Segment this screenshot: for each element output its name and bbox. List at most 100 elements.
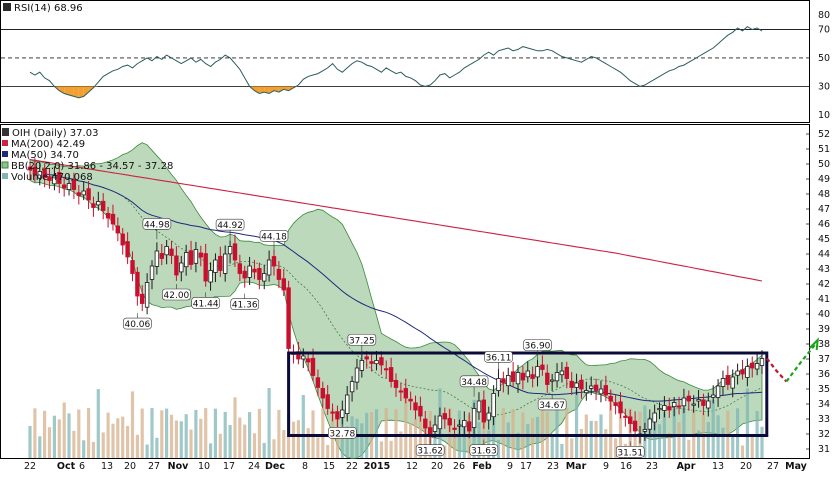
volume-bar	[682, 408, 686, 458]
candle-body	[320, 387, 325, 399]
volume-bar	[404, 393, 408, 458]
y-tick-label: 45	[818, 234, 830, 245]
volume-bar	[145, 444, 149, 458]
x-tick-label: Mar	[566, 461, 587, 472]
volume-bar	[550, 434, 554, 458]
candle-body	[179, 262, 184, 273]
candle-body	[603, 385, 608, 396]
volume-bar	[52, 415, 56, 458]
volume-bar	[160, 410, 164, 458]
candle-body	[325, 394, 330, 409]
volume-bar	[62, 402, 66, 458]
volume-bar	[360, 423, 364, 458]
candle-body	[613, 402, 618, 406]
candle-body	[530, 374, 535, 379]
candle-body	[403, 388, 408, 399]
y-tick-label: 52	[818, 129, 830, 140]
candle-body	[437, 415, 443, 430]
price-label: 44.18	[261, 232, 287, 242]
x-tick-label: Feb	[472, 461, 492, 472]
volume-bar	[179, 421, 183, 458]
volume-bar	[243, 424, 247, 458]
candle-body	[364, 356, 369, 360]
candle-body	[354, 367, 360, 383]
candle-body	[584, 390, 589, 394]
rsi-label-icon	[3, 3, 11, 11]
y-tick-label: 33	[818, 414, 830, 425]
price-label: 41.36	[232, 301, 258, 311]
rsi-oversold-fill	[278, 86, 284, 93]
volume-bar	[165, 408, 169, 458]
candle-body	[432, 424, 438, 432]
volume-bar	[540, 405, 544, 458]
candle-body	[37, 171, 42, 179]
volume-bar	[423, 426, 427, 458]
x-tick-label: 9	[507, 461, 513, 472]
price-label: 44.98	[144, 220, 170, 230]
legend-item-ma50: MA(50) 34.70	[11, 150, 79, 161]
volume-bar	[697, 430, 701, 458]
volume-bar	[67, 413, 71, 458]
candle-body	[393, 379, 399, 388]
y-tick-label: 44	[818, 249, 830, 260]
forecast-down-line	[766, 357, 788, 383]
x-tick-label: 27	[148, 461, 160, 472]
volume-bar	[194, 409, 198, 458]
candle-body	[281, 278, 286, 291]
volume-bar	[667, 432, 671, 458]
x-tick-label: 20	[431, 461, 443, 472]
volume-bar	[282, 430, 286, 458]
x-tick-label: 20	[740, 461, 752, 472]
x-tick-label: Dec	[265, 461, 285, 472]
volume-bar	[126, 425, 130, 458]
candle-body	[667, 406, 672, 411]
candle-body	[159, 253, 164, 259]
volume-bar	[740, 445, 745, 458]
candle-body	[135, 271, 140, 297]
volume-bar	[218, 433, 222, 458]
volume-bar	[252, 433, 257, 458]
volume-bar	[316, 437, 320, 458]
price-label: 41.44	[193, 299, 219, 309]
candle-body	[149, 265, 155, 280]
candle-body	[247, 265, 252, 278]
candle-body	[232, 243, 238, 261]
volume-bar	[579, 429, 583, 458]
x-tick-label: 8	[302, 461, 308, 472]
legend-bb-icon	[1, 161, 9, 169]
volume-bar	[82, 440, 86, 458]
volume-bar	[47, 427, 52, 458]
candle-body	[139, 293, 145, 304]
candle-body	[52, 175, 57, 185]
volume-bar	[150, 408, 154, 458]
candle-body	[525, 370, 530, 378]
volume-bar	[291, 421, 296, 458]
volume-bar	[306, 428, 310, 458]
volume-bar	[272, 439, 276, 458]
candle-body	[413, 402, 418, 411]
candle-body	[515, 372, 521, 385]
volume-bar	[345, 426, 349, 458]
forecast-arrow-icon	[808, 337, 819, 351]
volume-bar	[394, 409, 398, 458]
candle-body	[164, 246, 169, 256]
candle-body	[427, 427, 433, 435]
candle-body	[335, 411, 340, 420]
rsi-layer	[1, 25, 809, 99]
candle-body	[310, 357, 316, 376]
x-tick-label: 27	[767, 461, 779, 472]
candle-body	[359, 360, 364, 371]
rsi-oversold-fill	[254, 86, 260, 94]
x-tick-label: 9	[603, 461, 609, 472]
rsi-tick-label: 50	[818, 53, 830, 64]
volume-bar	[609, 390, 613, 458]
volume-bar	[555, 408, 559, 458]
candle-body	[623, 415, 628, 418]
candle-body	[344, 394, 350, 415]
volume-bar	[604, 429, 608, 458]
y-tick-label: 38	[818, 339, 830, 350]
volume-bar	[223, 411, 227, 458]
x-tick-label: 24	[248, 461, 260, 472]
candle-body	[676, 405, 682, 408]
volume-bar	[43, 410, 47, 458]
